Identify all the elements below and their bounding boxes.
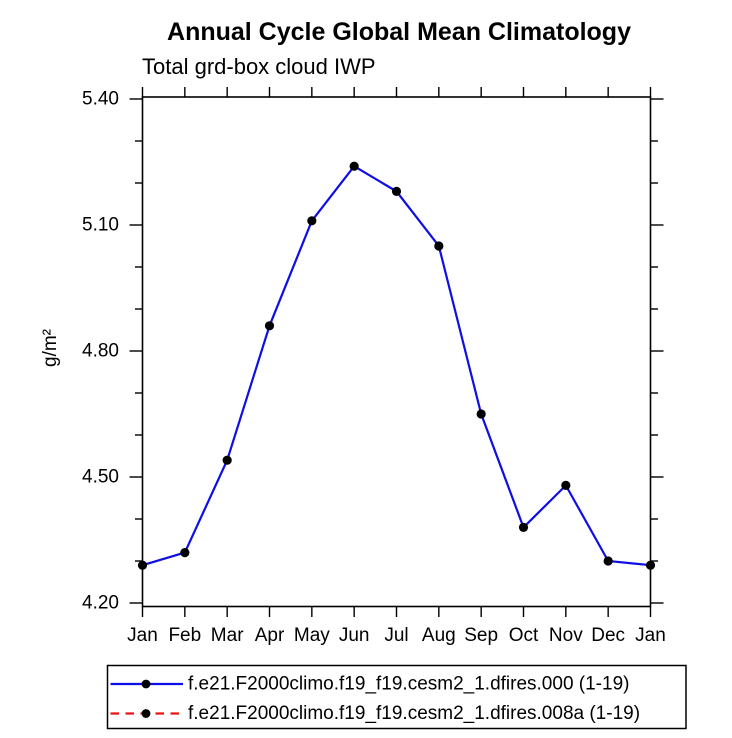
- data-point-marker: [645, 560, 656, 570]
- chart-subtitle: Total grd-box cloud IWP: [142, 54, 376, 79]
- data-point-marker: [391, 186, 402, 196]
- data-point-marker: [561, 480, 571, 490]
- data-series: [137, 161, 656, 570]
- data-point-marker: [222, 455, 232, 465]
- y-tick-label: 4.80: [82, 341, 119, 362]
- legend: f.e21.F2000climo.f19_f19.cesm2_1.dfires.…: [106, 664, 687, 730]
- x-tick-label: Jan: [127, 625, 158, 646]
- legend-box: [106, 664, 687, 730]
- legend-marker-icon: [141, 679, 151, 689]
- x-tick-label: Dec: [591, 625, 625, 646]
- y-tick-label: 4.50: [82, 467, 119, 488]
- x-tick-label: Jul: [384, 625, 408, 646]
- data-point-marker: [180, 548, 190, 558]
- y-axis-label: g/m²: [40, 329, 61, 367]
- data-point-marker: [603, 556, 613, 566]
- x-tick-label: Apr: [255, 625, 285, 646]
- series-line: [142, 164, 651, 567]
- chart-title: Annual Cycle Global Mean Climatology: [167, 18, 631, 46]
- legend-label: f.e21.F2000climo.f19_f19.cesm2_1.dfires.…: [188, 703, 640, 724]
- x-tick-label: Feb: [168, 625, 201, 646]
- x-tick-label: Jan: [635, 625, 666, 646]
- x-tick-label: Mar: [211, 625, 244, 646]
- y-tick-label: 5.10: [82, 215, 119, 236]
- y-tick-label: 5.40: [82, 89, 119, 110]
- plot-frame: [141, 96, 652, 608]
- legend-label: f.e21.F2000climo.f19_f19.cesm2_1.dfires.…: [188, 674, 629, 695]
- data-point-marker: [518, 522, 529, 533]
- data-point-marker: [264, 321, 275, 331]
- legend-entry: f.e21.F2000climo.f19_f19.cesm2_1.dfires.…: [110, 703, 640, 724]
- axes: Jan Feb Mar Apr May Jun Jul Aug Sep Oct Nov Dec Jan 4…: [82, 87, 666, 646]
- data-point-marker: [349, 161, 359, 171]
- legend-entry: f.e21.F2000climo.f19_f19.cesm2_1.dfires.…: [110, 674, 629, 695]
- x-tick-label: Sep: [464, 625, 498, 646]
- x-tick-label: May: [294, 625, 330, 646]
- x-tick-label: Oct: [509, 625, 539, 646]
- x-tick-label: Nov: [549, 625, 583, 646]
- data-point-marker: [434, 241, 444, 251]
- data-point-marker: [137, 560, 148, 570]
- data-point-marker: [476, 409, 486, 419]
- legend-marker-icon: [141, 709, 151, 718]
- x-tick-label: Jun: [339, 625, 370, 646]
- data-point-marker: [307, 216, 317, 226]
- y-tick-label: 4.20: [82, 593, 119, 614]
- x-tick-label: Aug: [422, 625, 456, 646]
